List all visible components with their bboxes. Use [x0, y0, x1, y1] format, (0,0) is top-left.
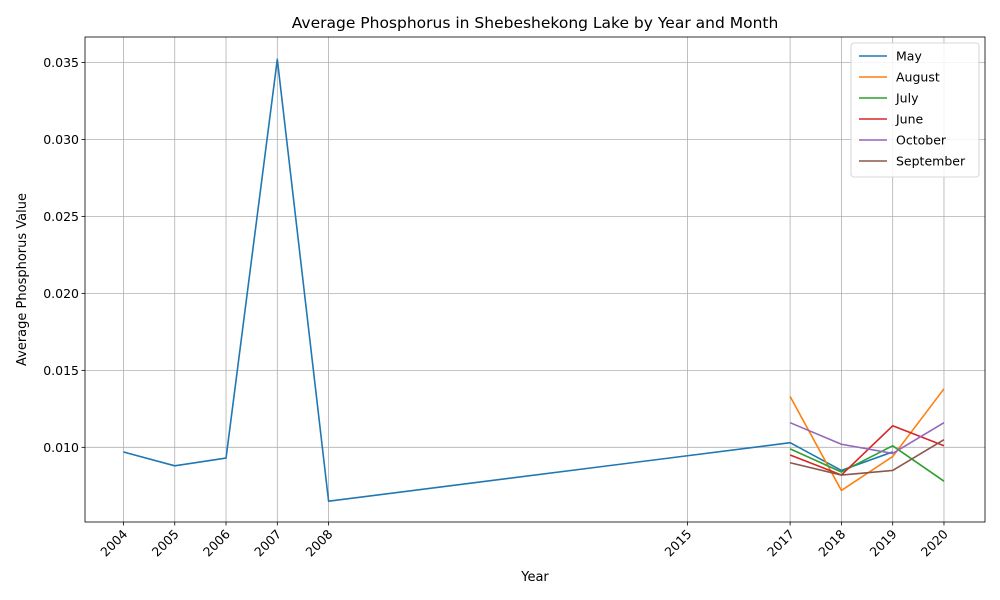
y-axis-label: Average Phosphorus Value	[15, 193, 30, 366]
legend-label: September	[896, 154, 966, 169]
y-tick-label: 0.025	[43, 209, 79, 224]
series-line-june	[789, 424, 945, 476]
grid-layer	[85, 37, 985, 522]
y-tick-label: 0.010	[43, 440, 79, 455]
y-tick-label: 0.035	[43, 55, 79, 70]
series-line-october	[789, 421, 945, 455]
y-tick-label: 0.020	[43, 286, 79, 301]
chart-title: Average Phosphorus in Shebeshekong Lake …	[292, 14, 779, 32]
legend-label: June	[895, 112, 924, 127]
plot-frame	[84, 36, 986, 523]
y-tick-label: 0.015	[43, 363, 79, 378]
legend-label: August	[896, 70, 940, 85]
legend: May August July June October September	[850, 42, 980, 178]
series-line-september	[789, 438, 945, 476]
legend-label: May	[896, 49, 922, 64]
series-layer	[123, 58, 945, 503]
series-line-may	[123, 58, 893, 503]
x-axis-label: Year	[520, 570, 549, 585]
series-line-july	[789, 444, 945, 482]
legend-label: October	[896, 133, 947, 148]
legend-label: July	[895, 91, 919, 106]
y-tick-label: 0.030	[43, 132, 79, 147]
